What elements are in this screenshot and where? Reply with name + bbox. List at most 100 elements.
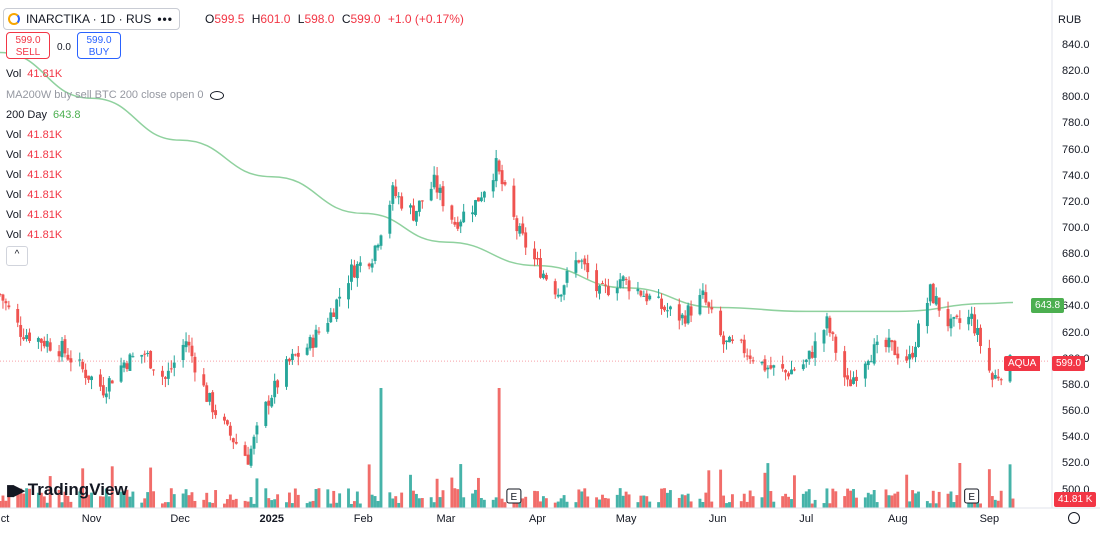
volume-bar [273, 499, 277, 508]
volume-bar [181, 493, 185, 508]
volume-bar [450, 477, 454, 508]
volume-bar [101, 496, 105, 508]
volume-bar [477, 477, 480, 508]
indicator-vol-3[interactable]: Vol 41.81K [6, 149, 62, 161]
volume-bar [603, 497, 607, 508]
candle-body [491, 180, 495, 192]
candle-body [16, 308, 20, 323]
volume-bar [621, 495, 625, 508]
volume-bar [110, 466, 114, 508]
candle-body [420, 200, 424, 202]
volume-bar [352, 501, 356, 508]
candle-body [875, 341, 879, 345]
indicator-ma200w[interactable]: MA200W buy sell BTC 200 close open 0 [6, 89, 224, 101]
y-tick-label: 780.0 [1062, 117, 1090, 130]
candle-body [668, 306, 672, 310]
candle-body [618, 279, 622, 288]
indicator-vol-4[interactable]: Vol 41.81K [6, 169, 62, 181]
volume-bar [849, 490, 853, 508]
candle-body [143, 353, 147, 355]
volume-bar [887, 495, 891, 508]
volume-bar [497, 388, 501, 508]
x-tick-label: Jul [799, 513, 814, 525]
volume-bar [119, 491, 123, 508]
candle-body [603, 284, 607, 286]
sell-button[interactable]: 599.0 SELL [6, 32, 50, 59]
candle-body [367, 263, 371, 267]
collapse-legend-button[interactable]: ^ [6, 246, 28, 266]
symbol-title-box[interactable]: INARCTIKA · 1D · RUS ••• [3, 8, 180, 30]
buy-price: 599.0 [86, 35, 112, 46]
candle-body [25, 335, 29, 339]
y-tick-label: 760.0 [1062, 143, 1090, 156]
candle-body [790, 369, 793, 375]
indicator-200-day[interactable]: 200 Day 643.8 [6, 109, 81, 121]
candle-body [781, 364, 785, 369]
candle-body [621, 276, 625, 282]
candle-body [698, 295, 702, 315]
candle-body [987, 347, 991, 371]
more-dots-icon[interactable]: ••• [157, 12, 173, 26]
volume-bar [160, 503, 164, 508]
candle-body [701, 290, 705, 295]
candle-body [999, 379, 1003, 381]
candle-body [828, 317, 832, 333]
indicator-vol-1[interactable]: Vol 41.81K [6, 68, 62, 80]
currency-label[interactable]: RUB [1058, 14, 1082, 26]
candle-body [140, 354, 144, 357]
candle-body [228, 425, 232, 436]
indicator-vol-5[interactable]: Vol 41.81K [6, 189, 62, 201]
volume-bar [296, 494, 300, 508]
candle-body [234, 441, 238, 444]
volume-bar [503, 502, 507, 508]
candle-body [305, 347, 309, 355]
volume-bar [60, 502, 64, 508]
eye-icon[interactable] [209, 90, 224, 100]
volume-bar [166, 502, 170, 508]
candle-body [905, 356, 909, 361]
volume-bar [683, 495, 687, 508]
x-tick-label: Mar [436, 513, 456, 525]
volume-bar [917, 491, 920, 508]
candle-body [497, 160, 501, 172]
indicator-name: Vol [6, 189, 22, 201]
volume-bar [187, 495, 191, 508]
volume-bar [751, 496, 755, 508]
volume-bar [441, 490, 445, 508]
volume-bar [293, 488, 297, 508]
indicator-vol-2[interactable]: Vol 41.81K [6, 129, 62, 141]
volume-bar [453, 488, 457, 508]
volume-bar [760, 497, 764, 508]
candle-body [680, 314, 684, 319]
settings-icon[interactable] [1068, 512, 1080, 524]
candle-body [595, 270, 599, 292]
volume-bar [701, 502, 705, 508]
indicator-vol-7[interactable]: Vol 41.81K [6, 229, 62, 241]
volume-bar [890, 495, 894, 508]
candle-body [536, 257, 539, 260]
candle-body [101, 385, 105, 396]
ohlc-low-label: L [297, 12, 305, 26]
volume-bar [863, 497, 867, 508]
candle-body [417, 200, 421, 212]
indicator-value: 41.81K [27, 189, 63, 201]
candle-body [831, 332, 835, 335]
candle-body [39, 338, 43, 343]
volume-bar [45, 502, 49, 508]
indicator-name: Vol [6, 169, 22, 181]
candle-body [332, 312, 336, 317]
event-label: E [968, 492, 975, 503]
sell-label: SELL [15, 47, 41, 58]
indicator-vol-6[interactable]: Vol 41.81K [6, 209, 62, 221]
volume-bar [143, 498, 147, 508]
candle-body [533, 248, 536, 260]
buy-button[interactable]: 599.0 BUY [77, 32, 121, 59]
candle-body [187, 341, 191, 346]
candle-body [255, 425, 259, 435]
candle-body [311, 337, 315, 348]
volume-bar [648, 501, 652, 508]
indicator-name: Vol [6, 129, 22, 141]
candle-body [335, 299, 339, 320]
candle-body [482, 191, 486, 198]
